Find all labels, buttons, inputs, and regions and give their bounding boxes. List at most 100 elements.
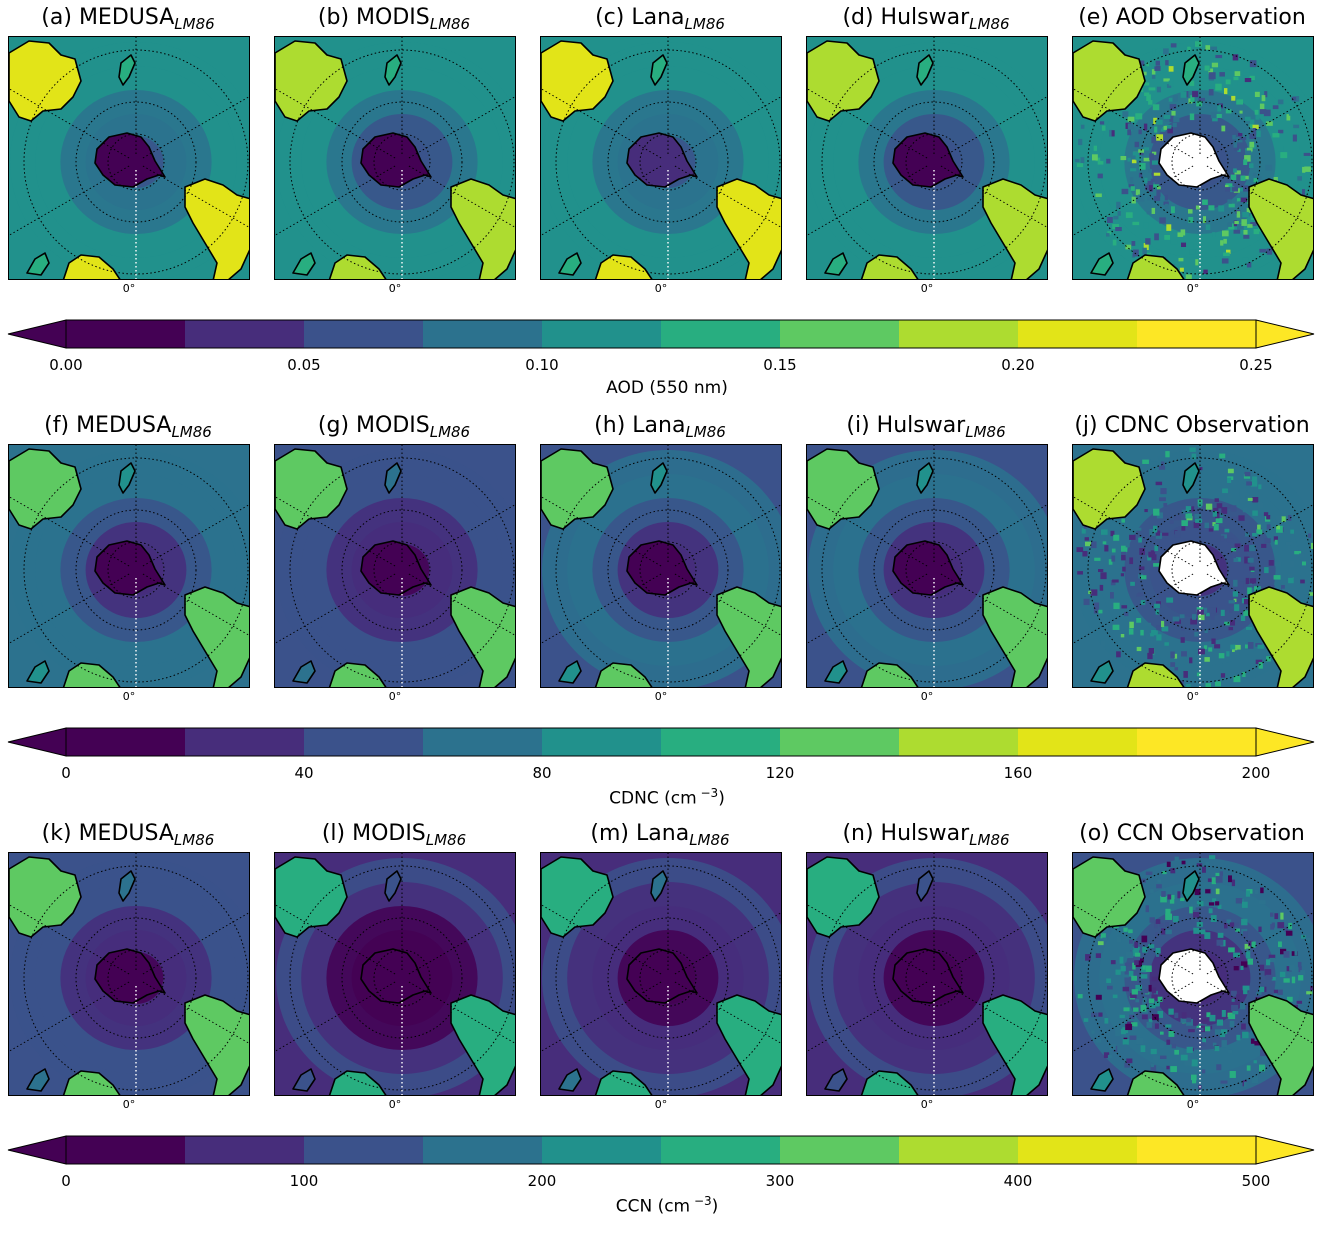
obs-speckle <box>1138 566 1145 570</box>
colorbar-segment <box>542 1136 662 1164</box>
obs-speckle <box>1236 1034 1241 1041</box>
obs-speckle <box>1251 1076 1259 1084</box>
obs-speckle <box>1122 566 1126 572</box>
obs-speckle <box>1181 1012 1187 1019</box>
obs-speckle <box>1239 498 1246 504</box>
obs-speckle <box>1226 538 1234 543</box>
obs-speckle <box>1245 890 1251 897</box>
obs-speckle <box>1156 189 1161 197</box>
obs-speckle <box>1149 529 1156 536</box>
latitude-circle <box>107 949 165 1007</box>
obs-speckle <box>1244 532 1250 537</box>
obs-speckle <box>1234 221 1239 225</box>
obs-speckle <box>1220 1080 1228 1084</box>
meridian-line <box>275 981 396 1052</box>
latitude-circle <box>75 101 197 223</box>
obs-speckle <box>1243 989 1248 995</box>
colorbar-segment <box>780 320 900 348</box>
obs-speckle <box>1189 79 1195 86</box>
obs-speckle <box>1149 153 1154 161</box>
obs-speckle <box>1142 247 1147 255</box>
obs-speckle <box>1231 187 1239 192</box>
obs-speckle <box>1247 958 1253 965</box>
obs-speckle <box>1181 525 1186 531</box>
colorbar-over-arrow <box>1255 1135 1315 1165</box>
obs-speckle <box>1288 515 1292 521</box>
panel-title-text: (o) CCN Observation <box>1079 821 1305 846</box>
obs-speckle <box>1198 648 1205 655</box>
obs-speckle <box>1231 95 1236 101</box>
obs-speckle <box>1220 240 1224 246</box>
obs-speckle <box>1233 579 1238 587</box>
obs-speckle <box>1204 629 1208 634</box>
meridian-line <box>9 496 130 567</box>
obs-speckle <box>1181 520 1189 527</box>
obs-speckle <box>1157 996 1163 1002</box>
obs-speckle <box>1299 553 1305 557</box>
obs-speckle <box>1208 89 1214 96</box>
panel-title: (b) MODISLM86 <box>234 4 554 38</box>
obs-speckle <box>1239 137 1247 141</box>
obs-speckle <box>1213 524 1219 531</box>
obs-speckle <box>1249 141 1255 148</box>
obs-speckle <box>1104 545 1109 552</box>
obs-speckle <box>1264 91 1268 98</box>
panel-title: (j) CDNC Observation <box>1032 412 1334 440</box>
obs-speckle <box>1221 125 1226 132</box>
obs-speckle <box>1244 599 1251 605</box>
obs-speckle <box>1227 199 1232 204</box>
obs-speckle <box>1101 125 1106 131</box>
colorbar-label-text: AOD (550 nm) <box>606 378 728 398</box>
obs-speckle <box>1271 976 1276 981</box>
obs-speckle <box>1202 199 1208 205</box>
colorbar-tick-label: 0.15 <box>763 356 797 374</box>
meridian-label: 0° <box>920 1098 934 1111</box>
colorbar-tick-label: 0 <box>61 764 71 782</box>
obs-speckle <box>1258 484 1262 490</box>
obs-speckle <box>1213 507 1219 511</box>
obs-speckle <box>1211 638 1216 644</box>
latitude-circle <box>607 509 729 631</box>
obs-speckle <box>1202 75 1208 79</box>
latitude-circle <box>873 509 995 631</box>
obs-speckle <box>1152 104 1160 111</box>
obs-speckle <box>1221 258 1229 264</box>
obs-speckle <box>1232 54 1239 61</box>
polar-map <box>8 852 250 1096</box>
polar-map <box>8 444 250 688</box>
obs-speckle <box>1203 101 1209 105</box>
obs-speckle <box>1169 520 1174 524</box>
obs-speckle <box>1219 72 1225 77</box>
obs-speckle <box>1130 186 1135 191</box>
obs-speckle <box>1232 591 1239 597</box>
obs-speckle <box>1089 120 1094 125</box>
obs-speckle <box>1174 1012 1179 1019</box>
obs-speckle <box>1243 159 1248 165</box>
obs-speckle <box>1291 976 1296 984</box>
obs-speckle <box>1158 466 1166 470</box>
obs-speckle <box>1174 667 1179 671</box>
obs-speckle <box>1138 573 1144 579</box>
obs-speckle <box>1253 178 1260 183</box>
obs-speckle <box>1255 113 1260 120</box>
obs-speckle <box>1151 630 1158 636</box>
obs-speckle <box>1113 602 1120 610</box>
latitude-circle <box>639 541 697 599</box>
panel-title: (f) MEDUSALM86 <box>0 412 288 446</box>
obs-speckle <box>1224 923 1228 929</box>
obs-speckle <box>1212 898 1217 902</box>
obs-speckle <box>1277 989 1283 995</box>
obs-speckle <box>1123 927 1128 932</box>
colorbar-tick-label: 300 <box>765 1172 795 1190</box>
obs-speckle <box>1221 1010 1226 1017</box>
meridian-line <box>142 573 249 636</box>
obs-speckle <box>1243 474 1251 479</box>
obs-speckle <box>1169 898 1175 904</box>
obs-speckle <box>1112 224 1119 230</box>
south-america-land <box>1248 178 1313 279</box>
obs-speckle <box>1156 186 1161 190</box>
obs-speckle <box>1231 548 1237 552</box>
obs-speckle <box>1248 940 1254 947</box>
meridian-line <box>9 573 130 644</box>
obs-speckle <box>1115 227 1122 232</box>
